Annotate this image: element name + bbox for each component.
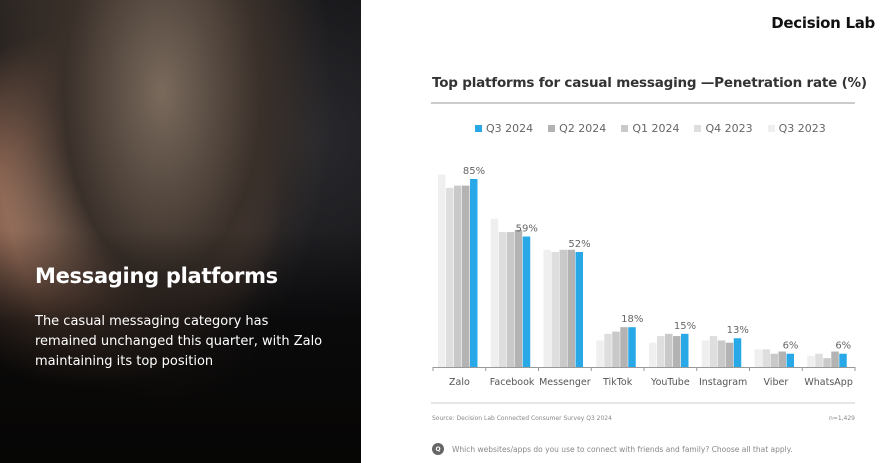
bar-q1-2024-facebook	[506, 232, 515, 367]
bar-q2-2024-facebook	[514, 229, 523, 367]
bar-q2-2024-instagram	[725, 342, 734, 367]
legend-swatch	[621, 125, 629, 132]
bar-q1-2024-viber	[770, 353, 778, 367]
legend-swatch	[548, 125, 556, 132]
section-heading: Messaging platforms	[35, 264, 278, 288]
bar-q3-2024-facebook	[522, 236, 531, 367]
hero-photo: Messaging platforms The casual messaging…	[0, 0, 361, 463]
bar-q3-2023-facebook	[490, 218, 499, 367]
bar-q4-2023-whatsapp	[815, 353, 823, 367]
chart-title: Top platforms for casual messaging —Pene…	[432, 75, 867, 91]
bar-q1-2024-messenger	[559, 249, 567, 367]
legend-item: Q3 2024	[475, 122, 533, 135]
legend-swatch	[475, 125, 482, 132]
bar-q1-2024-youtube	[665, 333, 673, 367]
bar-q3-2024-tiktok	[628, 327, 636, 367]
data-label: 6%	[835, 341, 851, 352]
category-label: Messenger	[539, 377, 591, 388]
decision-lab-logo: Decision Lab	[771, 14, 875, 32]
bar-q3-2024-zalo	[470, 179, 478, 367]
data-label: 52%	[568, 239, 590, 250]
bar-q2-2024-whatsapp	[831, 351, 839, 367]
bar-q3-2024-whatsapp	[839, 353, 847, 367]
bar-q3-2023-youtube	[649, 342, 657, 367]
photo-shade	[0, 230, 361, 463]
legend-swatch	[694, 125, 702, 132]
sample-size: n=1,429	[828, 415, 855, 422]
category-label: Zalo	[449, 377, 470, 388]
bar-q1-2024-whatsapp	[823, 358, 831, 367]
section-description: The casual messaging category has remain…	[35, 314, 323, 369]
legend-label: Q1 2024	[632, 122, 680, 135]
legend-item: Q1 2024	[621, 122, 679, 135]
legend-label: Q2 2024	[559, 122, 607, 135]
survey-question: Q Which websites/apps do you use to conn…	[432, 443, 793, 455]
bar-q3-2024-messenger	[575, 251, 583, 367]
bar-q3-2024-youtube	[681, 333, 689, 367]
data-label: 85%	[463, 166, 485, 177]
title-divider	[431, 102, 855, 104]
legend-label: Q4 2023	[705, 122, 753, 135]
bar-q4-2023-instagram	[709, 336, 718, 367]
footer-divider	[431, 402, 855, 404]
bar-q3-2023-tiktok	[596, 340, 604, 367]
bar-q1-2024-instagram	[717, 340, 726, 367]
legend-item: Q2 2024	[548, 122, 606, 135]
question-badge-icon: Q	[432, 443, 444, 455]
data-label: 18%	[621, 314, 643, 325]
data-label: 13%	[727, 325, 749, 336]
data-label: 6%	[783, 341, 799, 352]
data-label: 15%	[674, 321, 696, 332]
bar-q3-2023-instagram	[701, 340, 710, 367]
category-label: YouTube	[650, 377, 690, 388]
bar-q2-2024-youtube	[673, 336, 681, 367]
bar-q1-2024-tiktok	[612, 331, 620, 367]
bar-q3-2023-messenger	[543, 249, 551, 367]
source-note: Source: Decision Lab Connected Consumer …	[432, 415, 612, 422]
bar-q3-2024-viber	[786, 353, 794, 367]
category-label: Viber	[764, 377, 789, 388]
legend-item: Q4 2023	[694, 122, 753, 135]
bar-q4-2023-zalo	[446, 187, 454, 367]
bar-q4-2023-facebook	[498, 232, 507, 367]
legend-label: Q3 2023	[778, 122, 826, 135]
bar-q3-2023-whatsapp	[807, 355, 815, 367]
category-label: WhatsApp	[804, 377, 852, 388]
chart-legend: Q3 2024 Q2 2024 Q1 2024 Q4 2023 Q3 2023	[475, 122, 826, 135]
question-text: Which websites/apps do you use to connec…	[452, 444, 793, 454]
bar-q2-2024-zalo	[462, 185, 470, 367]
legend-label: Q3 2024	[486, 122, 534, 135]
bar-q3-2023-viber	[754, 349, 762, 367]
bar-q3-2023-zalo	[438, 174, 446, 367]
bar-q2-2024-viber	[778, 351, 786, 367]
bar-q2-2024-messenger	[567, 249, 575, 367]
category-label: Instagram	[699, 377, 747, 388]
bar-q2-2024-tiktok	[620, 327, 628, 367]
bar-q4-2023-viber	[762, 349, 770, 367]
legend-item: Q3 2023	[767, 122, 826, 135]
data-label: 59%	[516, 224, 538, 235]
bar-q3-2024-instagram	[733, 338, 742, 367]
category-label: TikTok	[602, 377, 633, 388]
bar-q4-2023-youtube	[657, 336, 665, 367]
bar-q4-2023-messenger	[551, 251, 559, 367]
category-label: Facebook	[490, 377, 535, 388]
bar-q1-2024-zalo	[454, 185, 462, 367]
bar-q4-2023-tiktok	[604, 333, 612, 367]
legend-swatch	[767, 125, 775, 132]
